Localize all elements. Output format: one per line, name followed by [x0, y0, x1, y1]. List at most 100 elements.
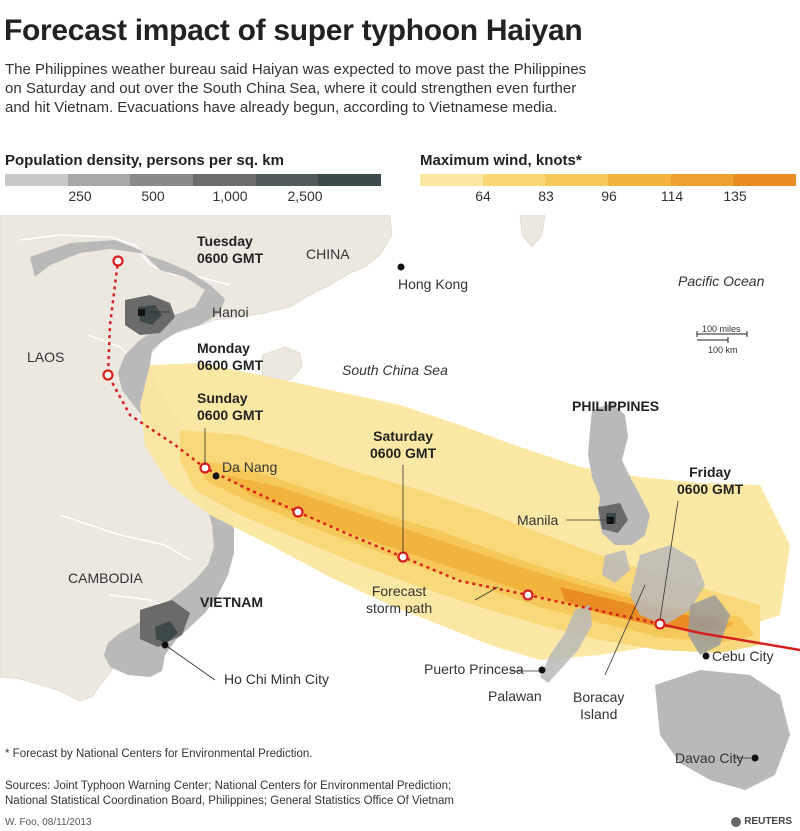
monday-storm-position [102, 369, 114, 381]
boracay-line-1: Boracay [573, 689, 625, 705]
sunday-label: Sunday 0600 GMT [197, 390, 263, 424]
monday-label: Monday 0600 GMT [197, 340, 263, 374]
population-swatch [318, 174, 382, 186]
storm-position-dot [292, 506, 304, 518]
philippines-label: PHILIPPINES [572, 398, 660, 414]
south-china-sea-label: South China Sea [342, 362, 448, 378]
saturday-day: Saturday [373, 428, 434, 444]
wind-legend-title: Maximum wind, knots* [420, 152, 582, 169]
population-tick: 2,500 [287, 188, 323, 204]
davao-marker [751, 754, 759, 762]
hanoi-label: Hanoi [212, 304, 249, 320]
hong-kong-marker [397, 263, 405, 271]
forecast-storm-path-label: Forecast storm path [366, 583, 432, 617]
tuesday-label: Tuesday 0600 GMT [197, 233, 263, 267]
population-tick: 500 [141, 188, 165, 204]
subtitle: The Philippines weather bureau said Haiy… [5, 61, 587, 116]
scale-miles-label: 100 miles [702, 324, 741, 334]
sunday-time: 0600 GMT [197, 407, 264, 423]
wind-swatch [670, 174, 734, 186]
friday-time: 0600 GMT [677, 481, 744, 497]
wind-tick: 96 [601, 188, 617, 204]
hong-kong-label: Hong Kong [398, 276, 469, 292]
palawan-island [540, 605, 592, 683]
wind-swatch [608, 174, 671, 186]
population-tick: 1,000 [212, 188, 248, 204]
palawan-label: Palawan [488, 688, 542, 704]
friday-label: Friday 0600 GMT [677, 464, 743, 498]
wind-tick: 64 [475, 188, 491, 204]
cebu-city-label: Cebu City [712, 648, 774, 664]
puerto-princesa-marker [538, 666, 546, 674]
storm-path-leader [474, 586, 499, 601]
population-tick: 250 [68, 188, 92, 204]
wind-swatch [733, 174, 797, 186]
page-title: Forecast impact of super typhoon Haiyan [4, 14, 583, 47]
storm-position-dot [522, 589, 534, 601]
davao-city-label: Davao City [675, 750, 744, 766]
sources-line-1: Sources: Joint Typhoon Warning Center; N… [5, 780, 452, 792]
cambodia-label: CAMBODIA [68, 570, 143, 586]
hcmc-marker [161, 641, 169, 649]
boracay-line-2: Island [580, 706, 618, 722]
mindoro-island [602, 550, 630, 583]
population-legend-bar [5, 174, 382, 186]
boracay-leader [604, 584, 646, 676]
wind-tick: 135 [723, 188, 747, 204]
reuters-logo: REUTERS [731, 816, 792, 827]
boracay-island-label: Boracay Island [573, 689, 624, 723]
wind-swath-114 [225, 475, 735, 633]
friday-day: Friday [689, 464, 732, 480]
reuters-wordmark: REUTERS [744, 816, 792, 827]
map: CHINA LAOS CAMBODIA VIETNAM PHILIPPINES … [0, 215, 800, 831]
taiwan-island [519, 215, 546, 248]
leader-lines [145, 311, 751, 759]
manila-marker [607, 517, 614, 524]
hcmc-core-population [155, 621, 178, 643]
wind-tick: 83 [538, 188, 554, 204]
wind-swatch [545, 174, 609, 186]
da-nang-label: Da Nang [222, 459, 278, 475]
sources-line-2: National Statistical Coordination Board,… [5, 795, 454, 807]
visayas-islands [630, 545, 705, 625]
wind-swatch [420, 174, 483, 186]
population-swatch [67, 174, 131, 186]
storm-track-forecast [106, 260, 661, 626]
hcmc-leader [167, 646, 216, 681]
reuters-icon [731, 816, 742, 827]
population-swatch [255, 174, 319, 186]
tuesday-storm-position [112, 255, 124, 267]
saturday-label: Saturday 0600 GMT [370, 428, 436, 462]
scale-bar [696, 331, 748, 343]
monday-day: Monday [197, 340, 250, 356]
footnote: * Forecast by National Centers for Envir… [5, 748, 313, 760]
pacific-ocean-label: Pacific Ocean [678, 273, 765, 289]
saturday-time: 0600 GMT [370, 445, 437, 461]
population-swatch [5, 174, 68, 186]
hanoi-marker [138, 309, 145, 316]
wind-legend-bar [420, 174, 797, 186]
puerto-princesa-label: Puerto Princesa [424, 661, 524, 677]
friday-leader [659, 500, 679, 621]
tuesday-day: Tuesday [197, 233, 253, 249]
cebu-marker [702, 652, 710, 660]
friday-storm-position [654, 618, 666, 630]
storm-path-line-1: Forecast [371, 583, 427, 599]
map-canvas [0, 215, 800, 831]
population-swatch [130, 174, 194, 186]
credit: W. Foo, 08/11/2013 [5, 817, 92, 828]
scale-km-label: 100 km [708, 345, 738, 355]
population-swatch [193, 174, 256, 186]
china-label: CHINA [306, 246, 350, 262]
wind-tick: 114 [660, 188, 684, 204]
cebu-island [688, 595, 730, 655]
population-legend-title: Population density, persons per sq. km [5, 152, 284, 169]
saturday-storm-position [397, 551, 409, 563]
vietnam-label: VIETNAM [200, 594, 263, 610]
laos-label: LAOS [27, 349, 65, 365]
storm-path-line-2: storm path [366, 600, 433, 616]
manila-label: Manila [517, 512, 559, 528]
ho-chi-minh-city-label: Ho Chi Minh City [224, 671, 330, 687]
sunday-day: Sunday [197, 390, 248, 406]
tuesday-time: 0600 GMT [197, 250, 264, 266]
